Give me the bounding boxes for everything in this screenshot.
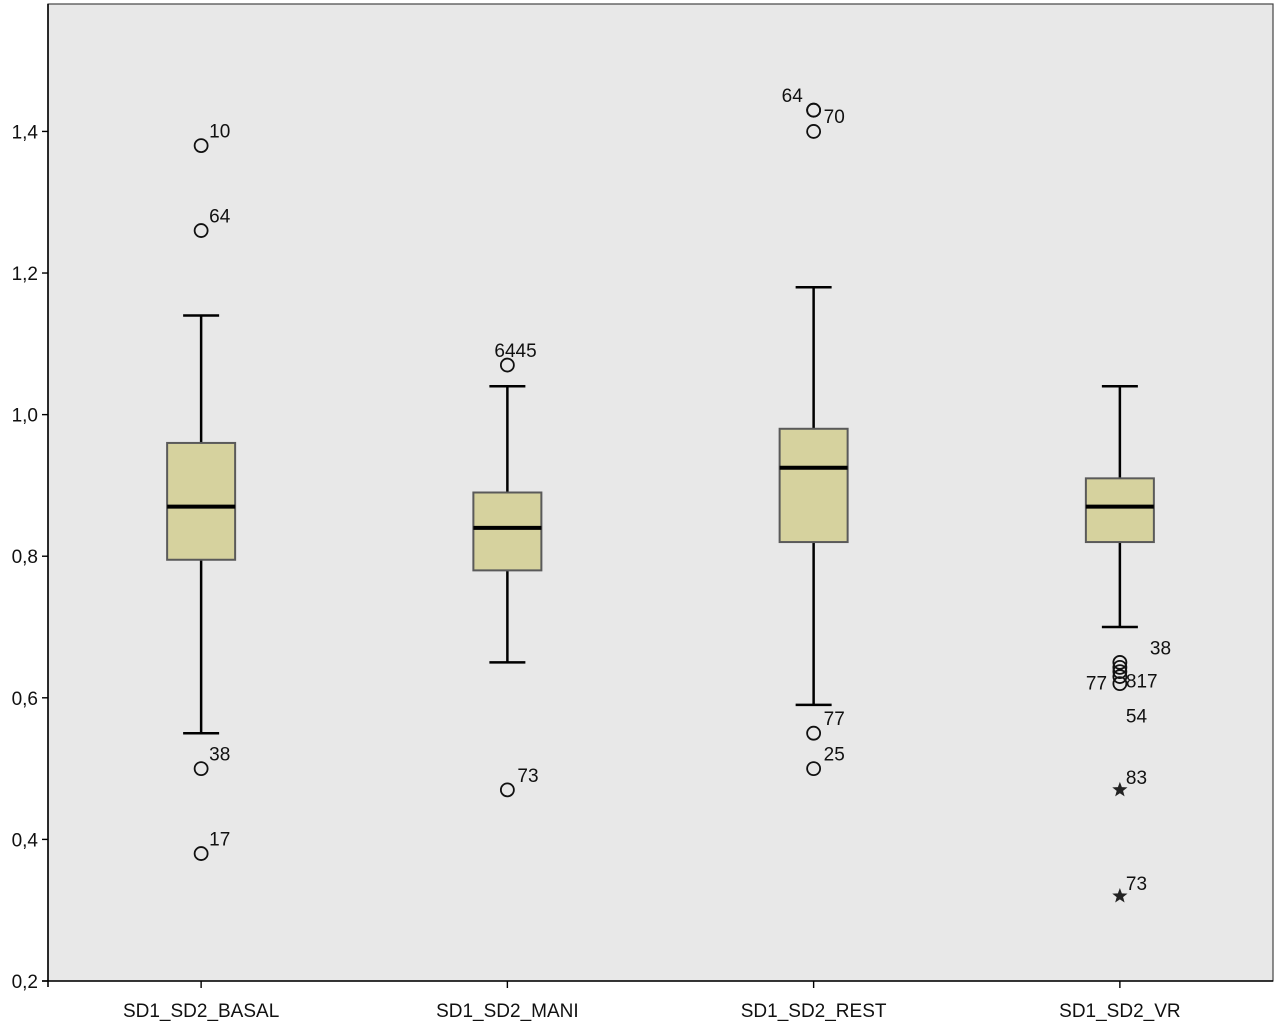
- y-tick-label: 0,6: [12, 689, 38, 710]
- box-sd1_sd2_rest: [778, 427, 849, 544]
- outlier-label: 817: [1126, 671, 1158, 692]
- outlier-point: [1112, 664, 1128, 680]
- x-tick-label: SD1_SD2_BASAL: [123, 1001, 279, 1022]
- outlier-point: [1112, 655, 1128, 670]
- outlier-point: [499, 357, 515, 373]
- outlier-label: 38: [1150, 638, 1171, 659]
- y-tick-label: 1,0: [12, 406, 38, 427]
- outlier-label: 6445: [494, 341, 536, 362]
- outlier-label: 73: [1126, 874, 1147, 895]
- plot-area: [47, 3, 1274, 982]
- outlier-label: 17: [209, 830, 230, 851]
- outlier-label: 73: [517, 766, 538, 787]
- outlier-point: [499, 782, 515, 798]
- y-tick-label: 1,2: [12, 264, 38, 285]
- outlier-label: 77: [1086, 674, 1107, 695]
- x-tick-label: SD1_SD2_REST: [741, 1001, 887, 1022]
- y-tick-label: 0,8: [12, 547, 38, 568]
- y-tick-label: 0,2: [12, 972, 38, 993]
- outlier-star: [1112, 781, 1128, 797]
- outlier-point: [1112, 669, 1128, 684]
- x-tick-label: SD1_SD2_VR: [1059, 1001, 1180, 1022]
- outlier-label: 70: [824, 107, 845, 128]
- x-tick-label: SD1_SD2_MANI: [436, 1001, 579, 1022]
- outlier-label: 38: [209, 745, 230, 766]
- outlier-point: [1112, 676, 1128, 692]
- outlier-label: 77: [824, 709, 845, 730]
- outlier-point: [193, 761, 209, 777]
- outlier-point: [806, 761, 822, 777]
- outlier-label: 54: [1126, 707, 1148, 728]
- outlier-point: [193, 138, 209, 153]
- outlier-point: [1112, 659, 1128, 675]
- outlier-point: [806, 102, 822, 118]
- outlier-point: [193, 223, 209, 238]
- outlier-label: 83: [1126, 768, 1147, 789]
- box-sd1_sd2_mani: [472, 491, 543, 572]
- outlier-star: [1112, 888, 1128, 903]
- outlier-label: 64: [209, 207, 231, 228]
- outlier-point: [193, 846, 209, 861]
- outlier-label: 10: [209, 122, 230, 143]
- outlier-point: [806, 725, 822, 741]
- box-sd1_sd2_basal: [166, 441, 237, 561]
- box-sd1_sd2_vr: [1084, 477, 1155, 544]
- outlier-point: [806, 124, 822, 139]
- outlier-label: 25: [824, 745, 845, 766]
- y-tick-label: 0,4: [12, 830, 39, 851]
- y-tick-label: 1,4: [12, 122, 39, 143]
- outlier-label: 64: [782, 86, 804, 107]
